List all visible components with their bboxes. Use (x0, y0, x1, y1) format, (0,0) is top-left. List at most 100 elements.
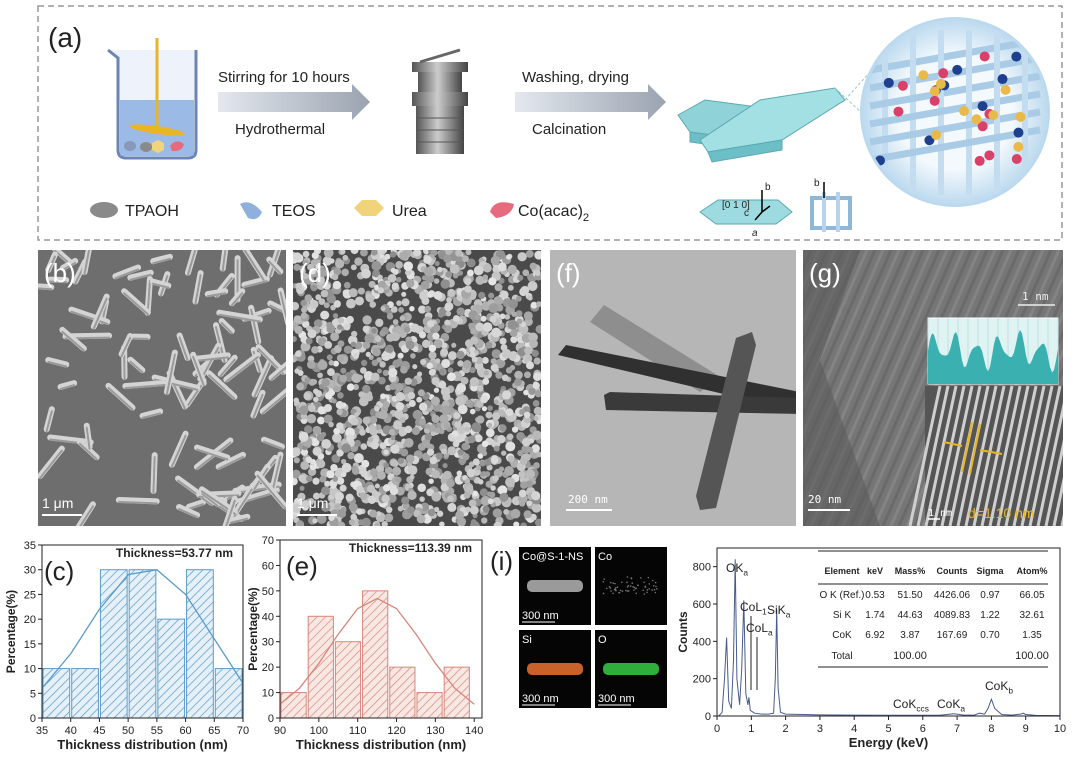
scale-label: 20 nm (808, 493, 841, 506)
inset-wave (928, 329, 1058, 384)
peak-label-sub: b (1008, 686, 1013, 696)
grain (455, 396, 465, 406)
map-dot (613, 588, 616, 591)
grain (352, 352, 360, 360)
map-dot (633, 586, 636, 589)
grain (316, 513, 327, 524)
grain (350, 250, 359, 255)
step-label: Calcination (532, 121, 606, 138)
grain (528, 332, 538, 342)
grain (424, 433, 432, 441)
grain (525, 469, 535, 479)
grain (316, 433, 325, 442)
panel-label: (e) (286, 551, 318, 581)
grain (335, 401, 344, 410)
grain (401, 298, 410, 307)
grain (323, 403, 332, 413)
grain (518, 470, 526, 479)
grain (491, 327, 502, 338)
map-rod (527, 580, 583, 592)
grain (499, 337, 507, 345)
grain (331, 454, 341, 463)
rod (266, 256, 284, 275)
plot-frame (41, 544, 244, 719)
grain (296, 520, 305, 526)
grain (293, 336, 297, 342)
table-cell: Si K (833, 610, 852, 621)
grain (501, 348, 512, 359)
grain (516, 318, 523, 325)
grain (481, 406, 488, 412)
grain (300, 448, 309, 456)
grain (307, 360, 316, 369)
crystal-label: b (814, 178, 820, 189)
grain (326, 324, 336, 334)
map-scale: 300 nm (522, 610, 559, 622)
grain (449, 264, 460, 274)
legend-icons (90, 200, 514, 220)
grain (374, 335, 382, 343)
grain (533, 462, 540, 469)
grain (433, 278, 440, 284)
rod-shade (194, 274, 202, 305)
grain (350, 341, 357, 348)
grain (451, 342, 457, 348)
grain (409, 306, 415, 312)
grain (324, 480, 331, 487)
lattice-fringe (803, 250, 901, 475)
grain (376, 511, 382, 517)
grain (509, 328, 518, 338)
framework-rod (869, 36, 1041, 74)
crystal-label: c (744, 208, 749, 219)
map-dot (646, 589, 649, 591)
grain (333, 267, 342, 276)
rod-shade (219, 358, 236, 377)
grain (480, 395, 489, 404)
grain (319, 269, 328, 278)
grain (351, 330, 358, 338)
peak-label: CoK (937, 697, 960, 711)
grain (379, 330, 386, 337)
grain (531, 491, 541, 501)
grain (469, 366, 476, 374)
grain (507, 319, 518, 330)
grain (360, 443, 368, 450)
grain (535, 324, 541, 334)
beaker (107, 38, 198, 160)
grain (485, 480, 493, 488)
grain (462, 360, 472, 369)
rod-shade (192, 355, 205, 387)
step-label: Hydrothermal (235, 121, 325, 138)
grain (296, 382, 305, 391)
grain (482, 378, 490, 385)
hrtem-image (803, 250, 1063, 526)
grain (350, 264, 357, 271)
map-dot (626, 586, 629, 588)
grain (439, 521, 445, 526)
map-dot (651, 589, 653, 591)
grain (369, 415, 378, 424)
grain (470, 328, 477, 335)
fringe (1012, 385, 1046, 526)
composition-table: Element keV Mass% Counts Sigma Atom% O K (Ref.… (818, 550, 1049, 668)
grain (481, 440, 489, 448)
grain (517, 252, 527, 262)
table-cell: 32.61 (1019, 610, 1044, 621)
grain (384, 513, 394, 523)
grain (346, 298, 356, 309)
grain (442, 462, 448, 469)
grain (490, 485, 496, 491)
grain (380, 393, 386, 400)
grain (446, 297, 452, 303)
grain (484, 471, 491, 477)
grain (341, 462, 352, 473)
grain (392, 359, 401, 368)
grain (357, 287, 365, 295)
grain (417, 371, 423, 377)
map-dot (626, 581, 628, 584)
rod-shade (230, 292, 244, 307)
spectrum-line (718, 559, 1061, 717)
grain (445, 271, 453, 278)
grain (409, 474, 415, 480)
map-dot (631, 582, 634, 584)
